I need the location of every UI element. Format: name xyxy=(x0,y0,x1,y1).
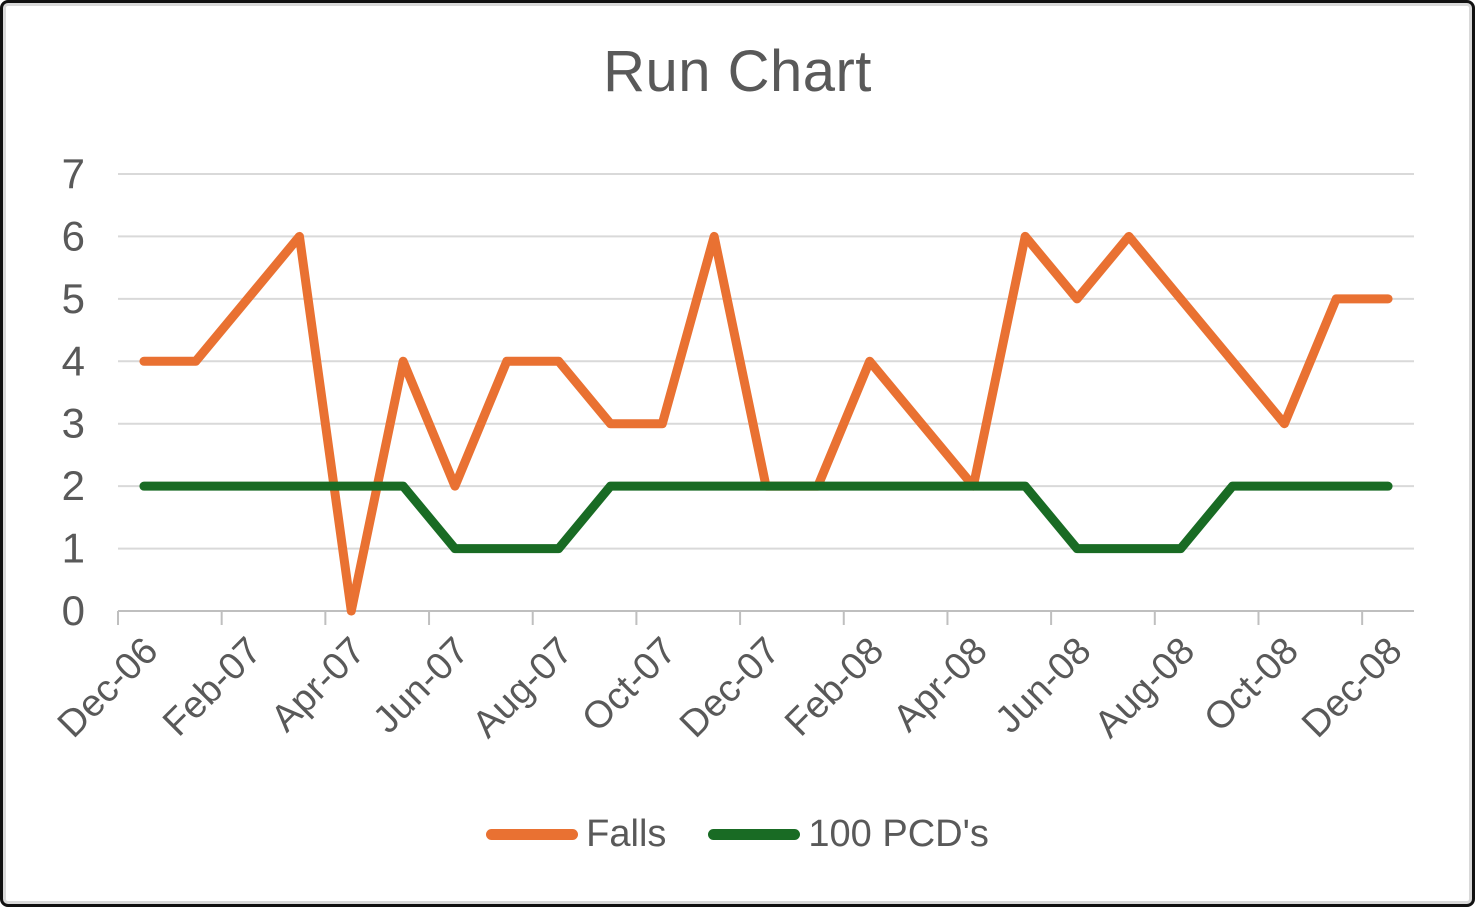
y-axis-tick-label: 5 xyxy=(62,275,85,322)
x-axis-tick-label: Oct-07 xyxy=(574,630,684,740)
chart-title: Run Chart xyxy=(603,39,872,104)
pcds-line-swatch xyxy=(708,828,801,840)
x-axis-tick-label: Aug-08 xyxy=(1087,630,1203,746)
x-axis-tick-label: Dec-06 xyxy=(50,630,166,746)
x-axis-tick-label: Jun-08 xyxy=(988,630,1100,742)
x-axis-tick-label: Feb-08 xyxy=(777,630,892,745)
y-axis-tick-label: 2 xyxy=(62,462,85,509)
y-axis-tick-label: 3 xyxy=(62,400,85,447)
x-axis-tick-label: Apr-08 xyxy=(885,630,995,740)
y-axis-tick-label: 4 xyxy=(62,337,85,384)
pcds-line xyxy=(139,481,1393,554)
x-axis-tick-label: Jun-07 xyxy=(365,630,477,742)
legend: Falls 100 PCD's xyxy=(3,815,1472,853)
y-axis-tick-label: 1 xyxy=(62,525,85,572)
x-axis-tick-label: Dec-07 xyxy=(672,630,788,746)
x-axis-tick-label: Aug-07 xyxy=(465,630,581,746)
y-axis-tick-label: 0 xyxy=(62,587,85,634)
y-axis-tick-label: 6 xyxy=(62,212,85,259)
y-axis-tick-label: 7 xyxy=(62,150,85,197)
falls-line-swatch xyxy=(486,828,579,840)
plot-area: 01234567Dec-06Feb-07Apr-07Jun-07Aug-07Oc… xyxy=(50,150,1414,746)
x-axis-tick-label: Feb-07 xyxy=(155,630,270,745)
x-axis-tick-label: Oct-08 xyxy=(1196,630,1306,740)
legend-item-falls: Falls xyxy=(486,815,666,853)
legend-label-pcds: 100 PCD's xyxy=(808,813,989,855)
legend-label-falls: Falls xyxy=(586,813,667,855)
x-axis-tick-label: Dec-08 xyxy=(1294,630,1410,746)
x-axis-tick-label: Apr-07 xyxy=(263,630,373,740)
legend-item-pcds: 100 PCD's xyxy=(708,813,989,855)
